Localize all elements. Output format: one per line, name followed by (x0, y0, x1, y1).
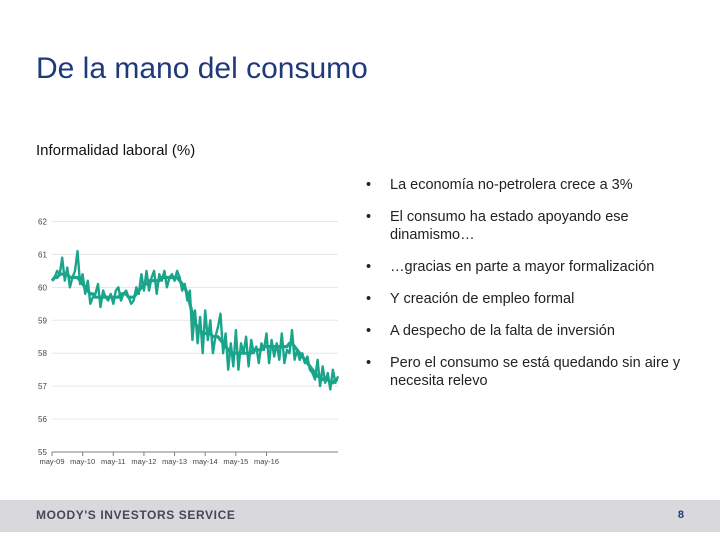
bullet-text: …gracias en parte a mayor formalización (390, 259, 655, 275)
x-tick-label: may-15 (223, 457, 248, 466)
bullet-text: A despecho de la falta de inversión (390, 323, 615, 339)
bullet-dot: • (366, 177, 372, 193)
informality-line-chart: 55 56 57 58 59 60 61 62 may-09 may-10 may-11 may-1… (38, 217, 340, 466)
bullet-text: Y creación de empleo formal (390, 291, 575, 307)
y-tick-label: 61 (38, 250, 47, 259)
y-tick-label: 56 (38, 415, 47, 424)
bullet-list: • La economía no-petrolera crece a 3% • El… (366, 176, 706, 404)
page-number: 8 (677, 509, 684, 521)
footer-bar: MOODY'S INVESTORS SERVICE 8 (0, 500, 720, 532)
y-tick-label: 58 (38, 349, 47, 358)
y-tick-label: 62 (38, 217, 47, 226)
moodys-logo: MOODY'S INVESTORS SERVICE (36, 508, 236, 522)
x-tick-label: may-12 (131, 457, 156, 466)
bullet-dot: • (366, 209, 372, 225)
x-tick-label: may-13 (162, 457, 187, 466)
slide-title: De la mano del consumo (36, 52, 368, 85)
series-line-monthly (51, 249, 340, 391)
bullet-item: • El consumo ha estado apoyando ese dinam… (366, 208, 706, 244)
y-tick-label: 57 (38, 382, 47, 391)
bullet-dot: • (366, 323, 372, 339)
bullet-item: • Y creación de empleo formal (366, 290, 706, 308)
grid-lines (52, 220, 338, 453)
bullet-text: Pero el consumo se está quedando sin air… (390, 355, 681, 389)
y-tick-labels: 55 56 57 58 59 60 61 62 (38, 217, 47, 457)
bullet-item: • Pero el consumo se está quedando sin ai… (366, 354, 706, 390)
y-tick-label: 55 (38, 448, 47, 457)
series-line-trend (50, 272, 338, 385)
x-tick-label: may-10 (70, 457, 95, 466)
y-tick-label: 59 (38, 316, 47, 325)
x-tick-label: may-16 (254, 457, 279, 466)
bullet-item: • A despecho de la falta de inversión (366, 322, 706, 340)
x-tick-label: may-11 (101, 457, 125, 466)
x-tick-label: may-09 (39, 457, 64, 466)
chart-title: Informalidad laboral (%) (36, 142, 196, 159)
x-tick-label: may-14 (193, 457, 218, 466)
bullet-item: • …gracias en parte a mayor formalización (366, 258, 706, 276)
bullet-dot: • (366, 291, 372, 307)
bullet-text: El consumo ha estado apoyando ese dinami… (390, 209, 629, 243)
bullet-dot: • (366, 259, 372, 275)
x-tick-labels: may-09 may-10 may-11 may-12 may-13 may-14 may-… (39, 452, 279, 466)
bullet-item: • La economía no-petrolera crece a 3% (366, 176, 706, 194)
bullet-dot: • (366, 355, 372, 371)
y-tick-label: 60 (38, 283, 47, 292)
series-lines (50, 249, 340, 391)
bullet-text: La economía no-petrolera crece a 3% (390, 177, 633, 193)
